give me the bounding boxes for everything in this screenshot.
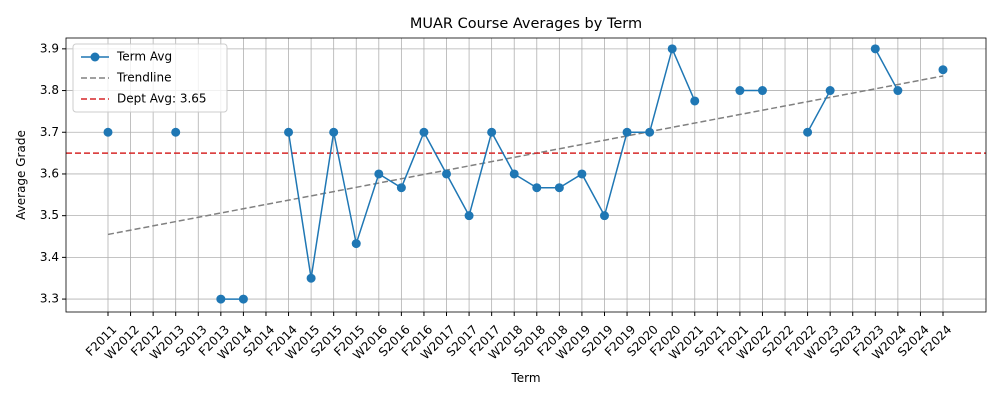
legend-label: Trendline: [116, 71, 172, 85]
data-point: [757, 86, 767, 96]
data-point: [509, 169, 519, 179]
data-point: [735, 86, 745, 96]
legend-label: Dept Avg: 3.65: [117, 92, 207, 106]
legend-marker: [90, 52, 100, 62]
data-point: [374, 169, 384, 179]
y-tick-label: 3.3: [40, 292, 59, 306]
y-tick-label: 3.5: [40, 208, 59, 222]
x-axis-label: Term: [510, 371, 540, 385]
y-tick-label: 3.9: [40, 41, 59, 55]
data-point: [532, 183, 542, 193]
y-tick-label: 3.6: [40, 166, 59, 180]
data-point: [171, 127, 181, 137]
data-point: [351, 239, 361, 249]
data-point: [216, 294, 226, 304]
data-point: [306, 273, 316, 283]
data-point: [329, 127, 339, 137]
data-point: [825, 86, 835, 96]
series-line: [874, 48, 899, 91]
data-point: [599, 211, 609, 221]
legend-box: [72, 43, 228, 113]
y-tick-label: 3.8: [40, 83, 59, 97]
data-point: [284, 127, 294, 137]
chart-title: MUAR Course Averages by Term: [410, 16, 642, 32]
data-point: [487, 127, 497, 137]
data-point: [396, 183, 406, 193]
legend-label: Term Avg: [116, 50, 172, 64]
data-point: [667, 44, 677, 54]
data-point: [938, 65, 948, 75]
data-point: [645, 127, 655, 137]
data-point: [442, 169, 452, 179]
data-point: [893, 86, 903, 96]
data-point: [554, 183, 564, 193]
data-point: [464, 211, 474, 221]
data-point: [870, 44, 880, 54]
data-point: [803, 127, 813, 137]
plot-frame: [65, 37, 987, 313]
data-point: [419, 127, 429, 137]
series-line: [806, 90, 831, 133]
data-point: [690, 96, 700, 106]
trendline: [107, 75, 944, 236]
data-point: [577, 169, 587, 179]
y-axis-label: Average Grade: [14, 130, 28, 220]
data-point: [238, 294, 248, 304]
y-tick-label: 3.4: [40, 250, 59, 264]
data-point: [103, 127, 113, 137]
y-tick-label: 3.7: [40, 125, 59, 139]
data-point: [622, 127, 632, 137]
